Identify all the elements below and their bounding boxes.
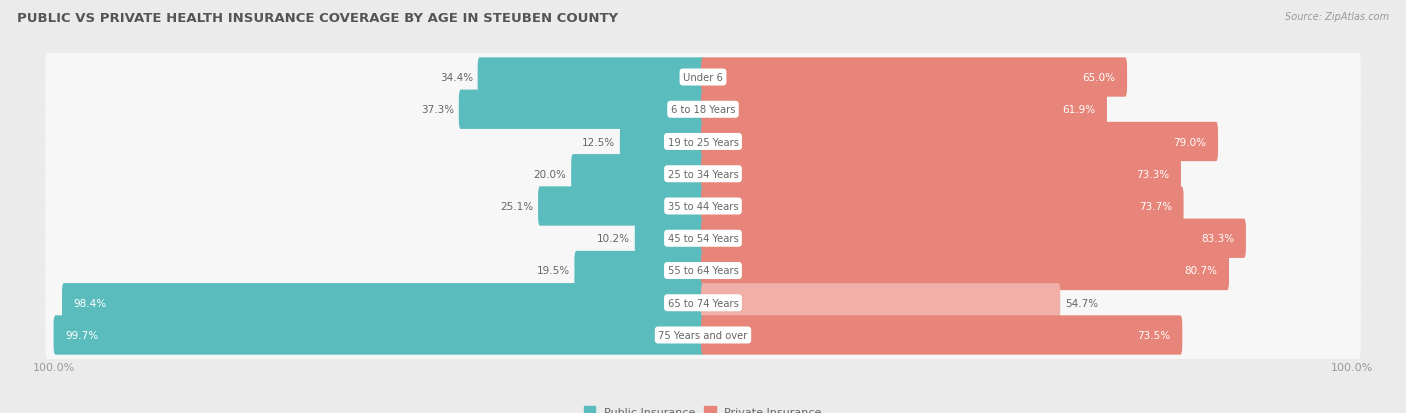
Text: 12.5%: 12.5%: [582, 137, 616, 147]
FancyBboxPatch shape: [636, 219, 704, 258]
Text: 34.4%: 34.4%: [440, 73, 472, 83]
FancyBboxPatch shape: [62, 283, 704, 323]
Text: 99.7%: 99.7%: [65, 330, 98, 340]
FancyBboxPatch shape: [45, 104, 1361, 180]
Text: 55 to 64 Years: 55 to 64 Years: [668, 266, 738, 276]
FancyBboxPatch shape: [45, 39, 1361, 116]
Text: 79.0%: 79.0%: [1174, 137, 1206, 147]
Text: 75 Years and over: 75 Years and over: [658, 330, 748, 340]
FancyBboxPatch shape: [620, 123, 704, 162]
FancyBboxPatch shape: [45, 298, 1361, 375]
Text: 37.3%: 37.3%: [422, 105, 454, 115]
FancyBboxPatch shape: [45, 73, 1361, 149]
Text: 45 to 54 Years: 45 to 54 Years: [668, 234, 738, 244]
Text: 73.7%: 73.7%: [1139, 202, 1171, 211]
Text: 35 to 44 Years: 35 to 44 Years: [668, 202, 738, 211]
FancyBboxPatch shape: [45, 266, 1361, 342]
FancyBboxPatch shape: [45, 264, 1361, 341]
Text: 25.1%: 25.1%: [501, 202, 533, 211]
Text: PUBLIC VS PRIVATE HEALTH INSURANCE COVERAGE BY AGE IN STEUBEN COUNTY: PUBLIC VS PRIVATE HEALTH INSURANCE COVER…: [17, 12, 619, 25]
Text: 20.0%: 20.0%: [534, 169, 567, 179]
FancyBboxPatch shape: [702, 187, 1184, 226]
FancyBboxPatch shape: [702, 283, 1060, 323]
FancyBboxPatch shape: [538, 187, 704, 226]
Text: 83.3%: 83.3%: [1201, 234, 1234, 244]
Text: Under 6: Under 6: [683, 73, 723, 83]
Legend: Public Insurance, Private Insurance: Public Insurance, Private Insurance: [579, 402, 827, 413]
FancyBboxPatch shape: [702, 219, 1246, 258]
FancyBboxPatch shape: [702, 251, 1229, 290]
FancyBboxPatch shape: [702, 123, 1218, 162]
FancyBboxPatch shape: [45, 137, 1361, 214]
Text: 98.4%: 98.4%: [73, 298, 107, 308]
Text: 73.3%: 73.3%: [1136, 169, 1170, 179]
FancyBboxPatch shape: [45, 297, 1361, 373]
FancyBboxPatch shape: [702, 90, 1107, 130]
FancyBboxPatch shape: [45, 202, 1361, 278]
Text: 6 to 18 Years: 6 to 18 Years: [671, 105, 735, 115]
Text: 65.0%: 65.0%: [1083, 73, 1115, 83]
FancyBboxPatch shape: [45, 71, 1361, 148]
Text: 19 to 25 Years: 19 to 25 Years: [668, 137, 738, 147]
Text: 25 to 34 Years: 25 to 34 Years: [668, 169, 738, 179]
FancyBboxPatch shape: [45, 200, 1361, 277]
FancyBboxPatch shape: [45, 169, 1361, 246]
FancyBboxPatch shape: [45, 136, 1361, 212]
FancyBboxPatch shape: [571, 155, 704, 194]
Text: 65 to 74 Years: 65 to 74 Years: [668, 298, 738, 308]
FancyBboxPatch shape: [45, 168, 1361, 244]
FancyBboxPatch shape: [45, 40, 1361, 117]
FancyBboxPatch shape: [45, 105, 1361, 181]
FancyBboxPatch shape: [478, 58, 704, 97]
FancyBboxPatch shape: [702, 155, 1181, 194]
Text: 73.5%: 73.5%: [1137, 330, 1171, 340]
FancyBboxPatch shape: [575, 251, 704, 290]
Text: 19.5%: 19.5%: [537, 266, 569, 276]
FancyBboxPatch shape: [45, 232, 1361, 309]
FancyBboxPatch shape: [45, 233, 1361, 310]
Text: 54.7%: 54.7%: [1064, 298, 1098, 308]
Text: 10.2%: 10.2%: [598, 234, 630, 244]
Text: 80.7%: 80.7%: [1184, 266, 1218, 276]
FancyBboxPatch shape: [53, 316, 704, 355]
Text: 61.9%: 61.9%: [1062, 105, 1095, 115]
FancyBboxPatch shape: [702, 58, 1128, 97]
FancyBboxPatch shape: [458, 90, 704, 130]
FancyBboxPatch shape: [702, 316, 1182, 355]
Text: Source: ZipAtlas.com: Source: ZipAtlas.com: [1285, 12, 1389, 22]
